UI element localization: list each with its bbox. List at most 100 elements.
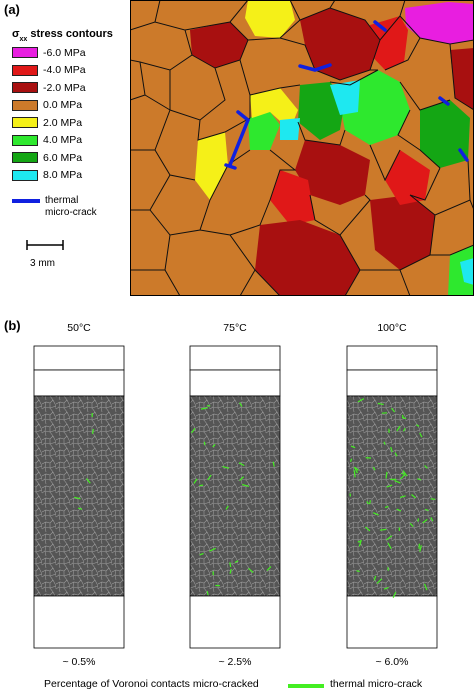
micro-crack-mark	[394, 480, 401, 484]
micro-crack-mark	[383, 441, 386, 445]
micro-crack-mark	[387, 567, 389, 571]
micro-crack-mark	[207, 474, 212, 481]
grain-boundaries	[130, 0, 474, 296]
micro-crack-mark	[206, 591, 209, 596]
micro-crack-mark	[200, 407, 208, 410]
micro-crack-mark	[77, 507, 83, 510]
region-minus2-top	[300, 8, 380, 80]
micro-crack-mark	[356, 570, 360, 573]
micro-crack-mark	[349, 458, 353, 463]
micro-crack-mark	[386, 484, 393, 488]
micro-crack-mark	[209, 547, 216, 552]
micro-crack-mark	[390, 446, 393, 453]
micro-crack-mark	[396, 425, 401, 432]
region-cyan-1	[330, 80, 360, 115]
micro-crack-mark	[401, 416, 407, 420]
micro-crack-mark	[238, 462, 245, 467]
region-cyan-2	[280, 118, 300, 140]
region-darkgreen-2	[420, 100, 470, 168]
region-minus4-top	[368, 16, 408, 70]
micro-crack-mark	[191, 427, 196, 434]
crack-6	[438, 96, 450, 106]
micro-crack-mark	[366, 501, 370, 505]
micro-crack-mark	[365, 526, 371, 532]
caption: Percentage of Voronoi contacts micro-cra…	[44, 678, 259, 690]
micro-crack-mark	[239, 476, 245, 482]
crack-4	[224, 163, 237, 170]
micro-crack-mark	[358, 539, 362, 547]
micro-crack-mark	[383, 586, 389, 590]
micro-crack-mark	[419, 545, 422, 552]
micro-crack-mark	[379, 528, 387, 531]
micro-crack-mark	[376, 578, 383, 584]
legend-title-text: stress contours	[27, 28, 113, 40]
micro-crack-mark	[74, 496, 81, 500]
micro-crack-mark	[396, 508, 402, 512]
legend-row: -2.0 MPa	[12, 81, 86, 94]
micro-crack-mark	[229, 568, 232, 574]
micro-crack-mark	[199, 484, 204, 487]
legend-title: σxx stress contours	[12, 24, 113, 43]
micro-crack-mark	[203, 441, 206, 446]
micro-crack-mark	[416, 424, 420, 427]
legend-row: 8.0 MPa	[12, 169, 82, 182]
legend-label: -2.0 MPa	[43, 81, 86, 94]
micro-crack-mark	[91, 428, 94, 434]
region-cyan-bottomright	[460, 258, 474, 285]
micro-crack-mark	[373, 575, 377, 581]
micro-crack-mark	[385, 471, 388, 479]
micro-crack-mark	[229, 562, 232, 568]
region-yellow-top	[245, 0, 295, 38]
legend-swatch	[12, 64, 38, 76]
legend-label: 0.0 MPa	[43, 99, 83, 111]
column-3-percentage: ~ 6.0%	[375, 656, 409, 668]
region-minus2-mid	[295, 140, 370, 205]
legend-label: -6.0 MPa	[43, 46, 86, 59]
thermal-micro-cracks	[224, 20, 469, 170]
micro-crack-mark	[430, 517, 434, 522]
specimen-3	[346, 345, 438, 649]
micro-crack-mark	[357, 398, 365, 403]
region-darkgreen-1	[298, 82, 345, 140]
micro-crack-mark	[372, 512, 379, 516]
crack-legend-label-1: thermal	[45, 195, 79, 206]
micro-crack-mark	[353, 466, 359, 474]
column-1-percentage: ~ 0.5%	[62, 656, 96, 668]
micro-crack-mark	[417, 478, 422, 481]
stress-contour-map	[130, 0, 474, 296]
micro-crack-mark	[391, 407, 396, 413]
micro-crack-mark	[248, 567, 254, 574]
micro-crack-mark	[402, 470, 408, 477]
legend-row: -4.0 MPa	[12, 64, 86, 77]
micro-crack-mark	[369, 500, 371, 505]
micro-crack-mark	[353, 470, 356, 478]
micro-crack-mark	[86, 478, 91, 484]
region-yellow-left	[195, 132, 228, 200]
micro-crack-mark	[394, 452, 398, 457]
micro-crack-mark	[222, 466, 230, 469]
micro-crack-mark	[422, 518, 428, 524]
micro-crack-mark	[401, 472, 405, 475]
micro-crack-mark	[354, 467, 359, 471]
crack-legend-label-2: micro-crack	[45, 207, 97, 218]
region-minus2-right	[450, 48, 474, 110]
micro-crack-mark	[419, 432, 423, 438]
region-minus4-bottomright	[385, 150, 430, 205]
micro-crack-mark	[212, 443, 216, 448]
micro-crack-mark	[199, 552, 204, 556]
legend-label: 8.0 MPa	[43, 169, 83, 181]
region-green-bottomright	[448, 245, 474, 296]
legend-label: 2.0 MPa	[43, 116, 83, 129]
crack-5	[458, 148, 469, 162]
micro-crack-mark	[409, 522, 414, 528]
micro-crack-mark	[234, 560, 239, 564]
legend-swatch	[12, 117, 38, 128]
crack-legend-swatch-b	[288, 684, 324, 688]
legend-title-sigma: σ	[12, 28, 20, 40]
stress-regions	[190, 0, 474, 296]
legend-row: 2.0 MPa	[12, 116, 82, 129]
micro-crack-mark	[400, 474, 406, 480]
micro-crack-mark	[266, 566, 272, 572]
column-1-temperature: 50°C	[67, 322, 91, 334]
micro-crack-mark	[225, 505, 229, 510]
